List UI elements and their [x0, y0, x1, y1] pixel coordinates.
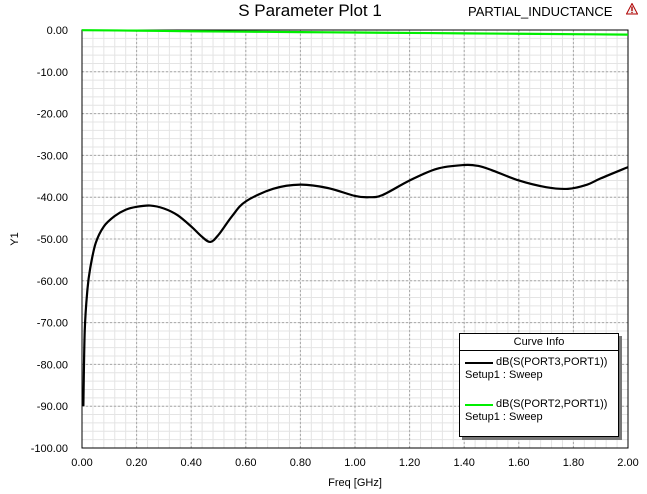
x-tick-label: 0.00: [71, 457, 92, 469]
x-tick-label: 1.60: [508, 457, 529, 469]
x-tick-label: 0.80: [290, 457, 311, 469]
y-tick-label: 0.00: [47, 25, 68, 37]
y-tick-label: -10.00: [37, 67, 68, 79]
x-tick-label: 1.20: [399, 457, 420, 469]
y-axis-label: Y1: [9, 232, 21, 245]
warning-icon[interactable]: [626, 3, 638, 15]
x-tick-label: 1.80: [563, 457, 584, 469]
series-layer: [81, 29, 629, 407]
y-tick-labels: 0.00 -10.00 -20.00 -30.00 -40.00 -50.00 -60.00…: [31, 25, 68, 455]
x-tick-label: 1.40: [453, 457, 474, 469]
legend-title: Curve Info: [460, 334, 618, 351]
y-tick-label: -70.00: [37, 318, 68, 330]
legend-series-name: dB(S(PORT3,PORT1)): [496, 356, 608, 368]
series-line-port3-port1[interactable]: [82, 163, 629, 407]
plot-title: S Parameter Plot 1: [238, 1, 382, 20]
x-tick-labels: 0.00 0.20 0.40 0.60 0.80 1.00 1.20 1.40 1.60 1.80…: [71, 457, 638, 469]
y-tick-label: -100.00: [31, 443, 68, 455]
legend-swatch-port3: [465, 362, 493, 364]
curve-info-legend[interactable]: Curve Info dB(S(PORT3,PORT1)) Setup1 : S…: [459, 333, 619, 437]
legend-series-setup: Setup1 : Sweep: [465, 369, 543, 381]
y-tick-label: -80.00: [37, 359, 68, 371]
legend-series-setup: Setup1 : Sweep: [465, 411, 543, 423]
plot-area: [81, 29, 629, 449]
y-tick-label: -30.00: [37, 150, 68, 162]
y-tick-label: -50.00: [37, 234, 68, 246]
y-tick-label: -60.00: [37, 276, 68, 288]
y-tick-label: -20.00: [37, 109, 68, 121]
series-line-port2-port1[interactable]: [81, 29, 629, 36]
y-tick-label: -40.00: [37, 192, 68, 204]
x-tick-label: 0.60: [235, 457, 256, 469]
x-tick-label: 2.00: [617, 457, 638, 469]
x-tick-label: 0.40: [180, 457, 201, 469]
legend-swatch-port2: [465, 404, 493, 406]
legend-series-name: dB(S(PORT2,PORT1)): [496, 398, 608, 410]
project-name: PARTIAL_INDUCTANCE: [468, 4, 613, 19]
y-tick-label: -90.00: [37, 401, 68, 413]
x-tick-label: 1.00: [344, 457, 365, 469]
x-tick-label: 0.20: [126, 457, 147, 469]
x-axis-label: Freq [GHz]: [328, 477, 382, 489]
